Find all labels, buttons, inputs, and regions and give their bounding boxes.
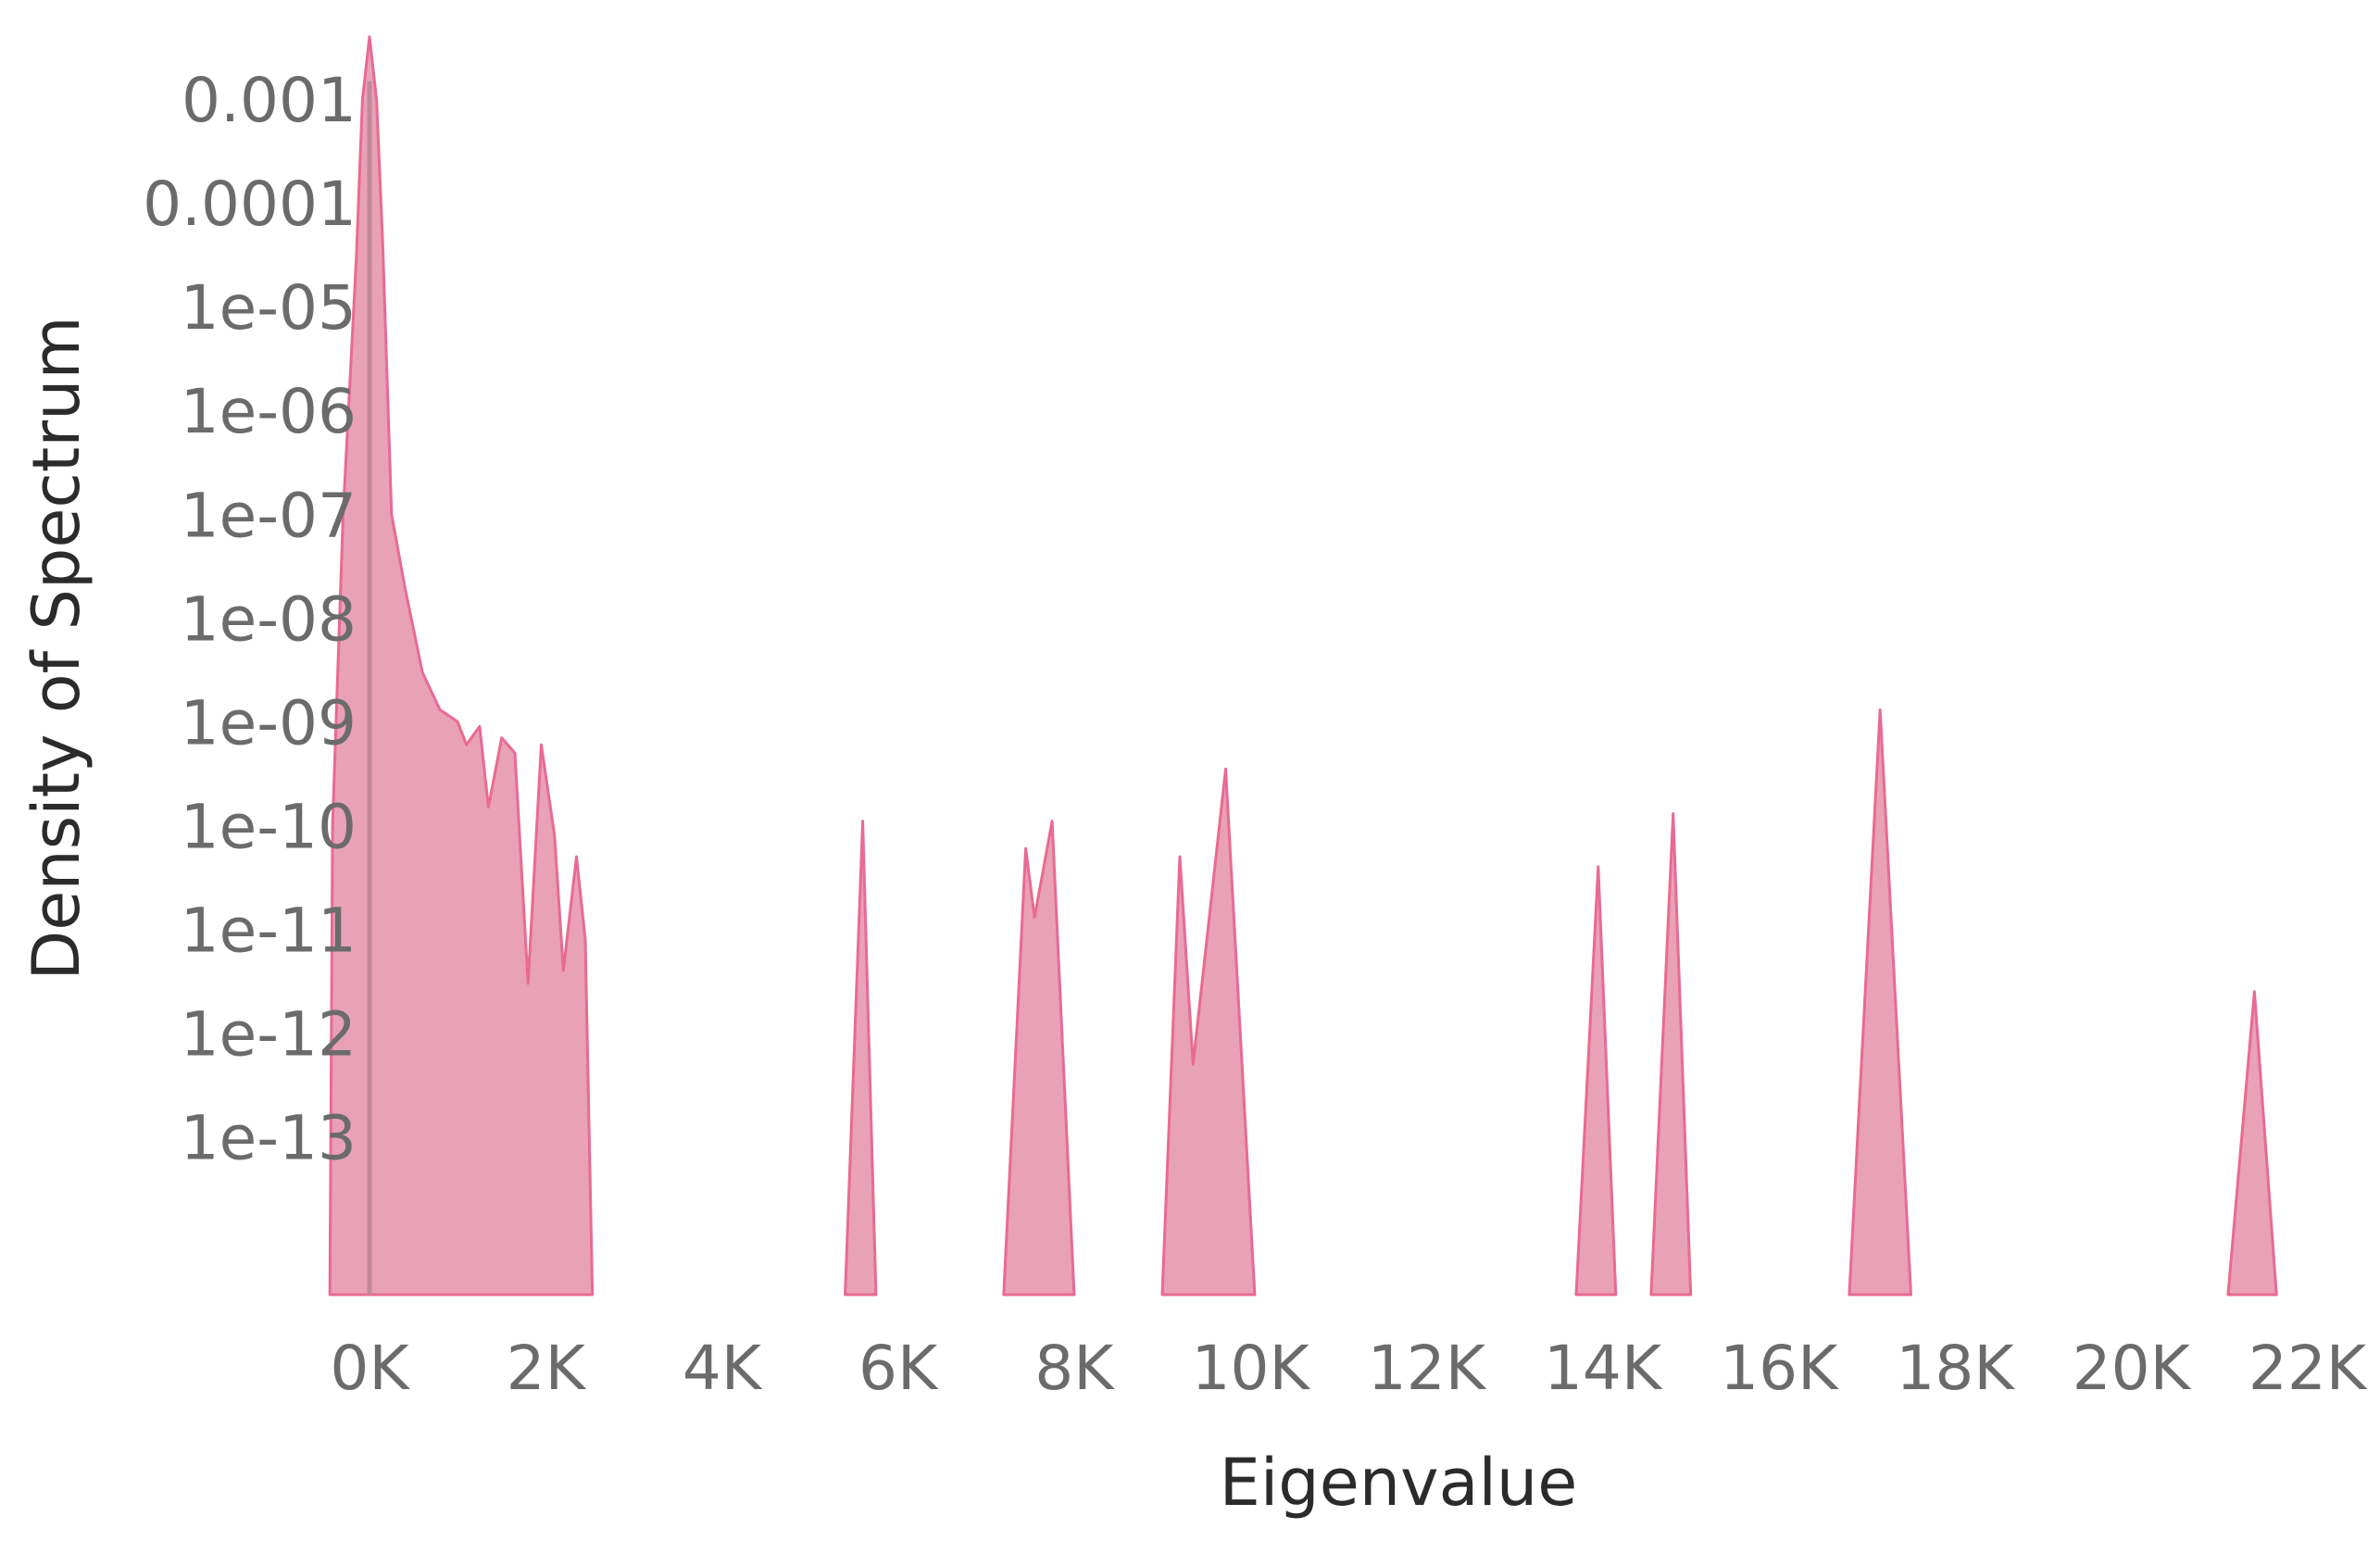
y-axis-title: Density of Spectrum — [19, 316, 94, 980]
y-tick-label: 1e-09 — [181, 687, 357, 758]
density-area-1 — [328, 35, 595, 1297]
y-tick-label: 0.0001 — [143, 169, 357, 240]
x-tick-label: 18K — [1896, 1333, 2015, 1404]
density-area-5 — [1574, 865, 1618, 1297]
x-tick-label: 20K — [2073, 1333, 2192, 1404]
y-tick-label: 1e-05 — [181, 272, 357, 344]
density-area-7 — [1848, 708, 1912, 1297]
x-tick-label: 6K — [858, 1333, 939, 1404]
y-axis-ticks: 0.001 0.0001 1e-05 1e-06 1e-07 1e-08 1e-09 1e-1… — [143, 65, 357, 1173]
x-tick-label: 2K — [507, 1333, 587, 1404]
y-tick-label: 1e-10 — [181, 791, 357, 862]
x-tick-label: 10K — [1192, 1333, 1311, 1404]
x-tick-label: 4K — [683, 1333, 763, 1404]
x-tick-label: 8K — [1034, 1333, 1115, 1404]
x-tick-label: 22K — [2248, 1333, 2368, 1404]
y-tick-label: 1e-11 — [181, 895, 357, 966]
y-tick-label: 1e-08 — [181, 583, 357, 655]
x-tick-label: 14K — [1544, 1333, 1663, 1404]
y-tick-label: 1e-13 — [181, 1102, 357, 1173]
density-area-3 — [1002, 820, 1076, 1297]
y-tick-label: 1e-07 — [181, 480, 357, 551]
density-area-6 — [1649, 812, 1693, 1297]
x-axis-title: Eigenvalue — [1220, 1445, 1578, 1521]
y-tick-label: 0.001 — [182, 65, 357, 136]
x-tick-label: 16K — [1720, 1333, 1839, 1404]
density-areas — [328, 35, 2278, 1297]
y-tick-label: 1e-06 — [181, 376, 357, 447]
x-tick-label: 0K — [330, 1333, 410, 1404]
density-area-2 — [844, 820, 878, 1297]
density-area-4 — [1160, 767, 1257, 1297]
density-area-8 — [2226, 990, 2278, 1297]
x-axis-ticks: 0K 2K 4K 6K 8K 10K 12K 14K 16K 18K 20K 22K — [330, 1333, 2367, 1404]
x-tick-label: 12K — [1368, 1333, 1487, 1404]
y-tick-label: 1e-12 — [181, 998, 357, 1070]
